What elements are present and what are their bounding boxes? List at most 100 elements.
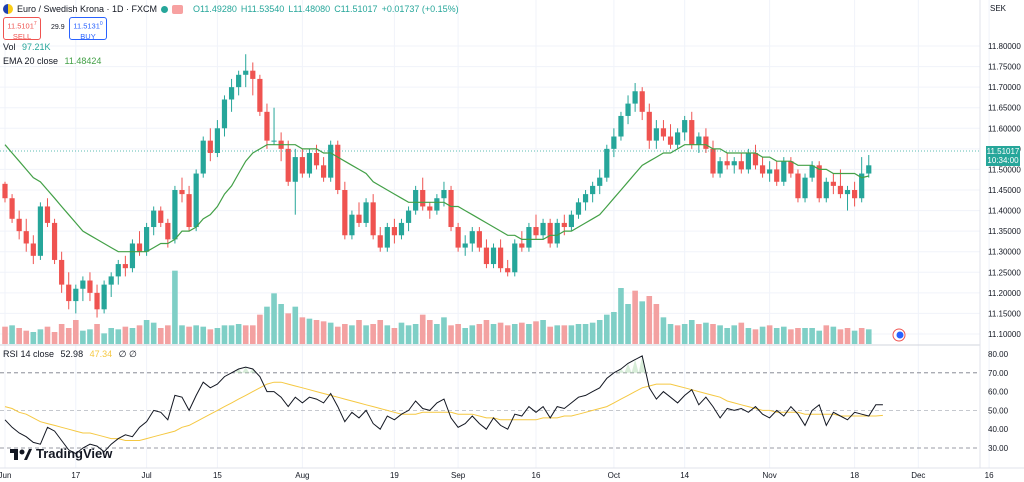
candle xyxy=(179,177,185,203)
alert-icon[interactable] xyxy=(172,4,184,14)
volume-bar xyxy=(207,329,214,344)
ema-legend[interactable]: EMA 20 close 11.48424 xyxy=(3,56,101,66)
candle xyxy=(816,161,822,203)
volume-bar xyxy=(278,304,284,344)
rsi-legend[interactable]: RSI 14 close 52.98 47.34 ∅ ∅ xyxy=(3,349,137,360)
candle xyxy=(597,169,603,195)
price-axis[interactable]: 11.10000 11.15000 11.20000 11.25000 11.30000… xyxy=(988,42,1021,339)
candle xyxy=(250,62,256,96)
candle-body xyxy=(696,136,702,145)
volume-bar xyxy=(94,324,100,344)
candle-body xyxy=(158,210,164,223)
candle-body xyxy=(802,177,808,199)
candle-body xyxy=(469,231,475,244)
price-tick-label: 11.80000 xyxy=(988,42,1021,51)
volume-bar xyxy=(37,329,44,344)
candle-body xyxy=(526,227,532,248)
candle-body xyxy=(136,243,143,252)
candle-body xyxy=(498,247,504,269)
tradingview-logo-icon xyxy=(10,448,32,460)
candle xyxy=(837,169,844,199)
candle xyxy=(299,148,305,178)
volume-bar xyxy=(561,325,568,344)
volume-bar xyxy=(717,325,723,344)
time-tick-label: Jun xyxy=(0,471,11,480)
candle-body xyxy=(554,222,560,244)
volume-bar xyxy=(313,320,320,344)
candle xyxy=(94,284,100,318)
compare-icon[interactable] xyxy=(892,328,906,342)
symbol-header[interactable]: Euro / Swedish Krona · 1D · FXCM O11.492… xyxy=(3,4,459,14)
flag-icon xyxy=(3,4,13,14)
candle xyxy=(292,148,298,215)
volume-bar xyxy=(710,324,716,344)
volume-legend[interactable]: Vol 97.21K xyxy=(3,42,51,52)
candle xyxy=(356,202,362,228)
volume-bar xyxy=(80,330,86,344)
volume-bar xyxy=(327,322,334,344)
volume-bar xyxy=(731,325,738,344)
time-axis[interactable]: Jun17Jul15Aug19Sep16Oct14Nov18Dec16Jan20… xyxy=(0,471,1024,480)
candle-body xyxy=(335,144,341,190)
rsi-axis[interactable]: 30.00 40.00 50.00 60.00 70.00 80.00 xyxy=(988,350,1009,453)
volume-bar xyxy=(228,325,235,344)
candle-body xyxy=(285,148,291,182)
ema-line xyxy=(4,144,869,253)
sell-label: SELL xyxy=(12,31,32,41)
time-tick-label: 14 xyxy=(680,471,689,480)
rsi-tick-label: 80.00 xyxy=(988,350,1009,359)
candle xyxy=(590,181,596,203)
candle xyxy=(774,161,780,186)
sell-button[interactable]: 11.51017 SELL xyxy=(3,17,41,41)
candle xyxy=(108,272,114,297)
candle-body xyxy=(44,206,51,223)
candle-body xyxy=(16,218,22,232)
candle-body xyxy=(23,231,29,244)
volume-bar xyxy=(2,326,8,344)
volume-bar xyxy=(172,270,178,344)
candle-body xyxy=(533,227,539,236)
candle-body xyxy=(590,185,596,195)
symbol-title[interactable]: Euro / Swedish Krona · 1D · FXCM xyxy=(17,4,158,14)
candle-body xyxy=(660,128,667,137)
candle-body xyxy=(405,210,412,223)
volume-bar xyxy=(363,325,369,344)
volume-bar xyxy=(398,322,405,344)
volume-bar xyxy=(30,332,37,344)
candle xyxy=(405,206,412,232)
volume-bar xyxy=(391,328,398,344)
candle-body xyxy=(455,227,461,248)
rsi-extra: ∅ ∅ xyxy=(118,349,137,359)
candle xyxy=(9,194,15,223)
volume-bar xyxy=(724,328,730,344)
volume-bar xyxy=(44,326,51,344)
volume-bar xyxy=(427,320,433,344)
candle xyxy=(505,259,511,277)
candle xyxy=(533,214,539,240)
candle xyxy=(660,120,667,141)
rsi-tick-label: 50.00 xyxy=(988,406,1009,415)
volume-bar xyxy=(766,325,773,344)
volume-bar xyxy=(568,325,575,344)
candle xyxy=(221,95,228,137)
candle-body xyxy=(823,181,829,199)
candle-body xyxy=(519,243,525,248)
candle xyxy=(604,144,610,182)
candle-body xyxy=(568,214,574,228)
candle-body xyxy=(292,157,298,182)
volume-bar xyxy=(795,328,801,344)
candle-body xyxy=(689,120,695,145)
volume-bar xyxy=(703,322,709,344)
buy-button[interactable]: 11.51310 BUY xyxy=(69,17,107,41)
sell-price-sup: 7 xyxy=(33,21,37,27)
candle-body xyxy=(483,247,490,265)
tradingview-logo[interactable]: TradingView xyxy=(10,446,112,461)
volume-bar xyxy=(625,304,631,344)
candle-body xyxy=(271,140,277,142)
candle-body xyxy=(328,144,334,178)
rsi-tick-label: 60.00 xyxy=(988,388,1009,397)
volume-bar xyxy=(837,329,844,344)
volume-label: Vol xyxy=(3,42,16,52)
volume-bar xyxy=(51,332,58,344)
